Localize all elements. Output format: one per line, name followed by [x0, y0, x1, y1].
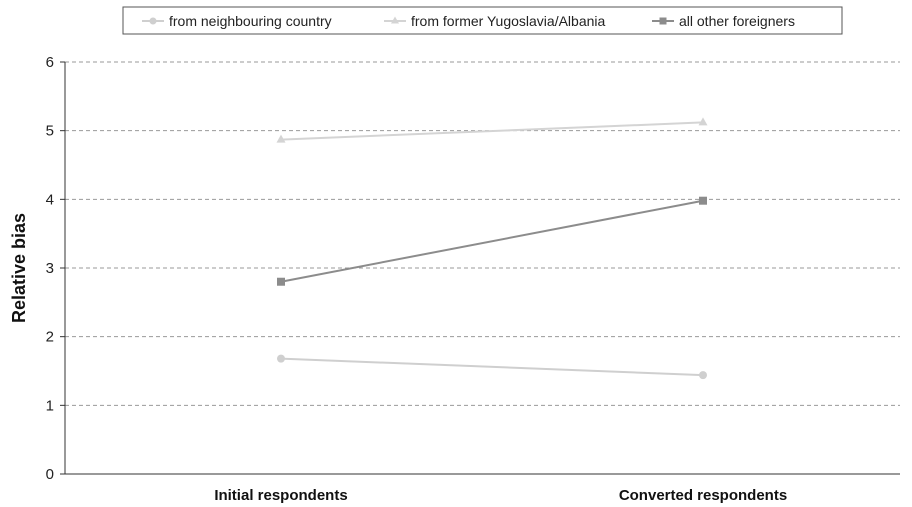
- y-tick-labels: 0 1 2 3 4 5 6: [46, 54, 65, 483]
- y-tick-label: 1: [46, 397, 54, 414]
- series: [277, 196, 707, 286]
- y-tick-label: 4: [46, 191, 54, 208]
- data-point: [276, 134, 286, 143]
- legend-label: all other foreigners: [679, 13, 795, 29]
- legend-label: from neighbouring country: [169, 13, 332, 29]
- y-tick-label: 5: [46, 123, 54, 140]
- data-point: [277, 277, 285, 286]
- x-tick-label: Converted respondents: [619, 487, 787, 504]
- series-line: [280, 121, 704, 141]
- data-point: [698, 117, 708, 126]
- series: [276, 117, 708, 143]
- x-tick-labels: Initial respondents Converted respondents: [214, 487, 787, 504]
- legend-label: from former Yugoslavia/Albania: [411, 13, 605, 29]
- legend-marker: [391, 16, 399, 24]
- y-tick-label: 3: [46, 260, 54, 277]
- legend-box: [122, 6, 843, 35]
- series: [277, 354, 707, 380]
- y-tick-label: 6: [46, 54, 54, 71]
- y-tick-label: 2: [46, 329, 54, 346]
- series-group: [276, 117, 708, 380]
- legend-marker: [149, 17, 157, 25]
- y-axis-label: Relative bias: [9, 213, 29, 323]
- data-point: [277, 354, 285, 363]
- series-line: [280, 357, 704, 377]
- y-tick-label: 0: [46, 466, 54, 483]
- data-point: [699, 371, 707, 380]
- series-line: [280, 199, 704, 283]
- data-point: [699, 196, 707, 205]
- legend-marker: [659, 17, 667, 25]
- gridlines: [65, 61, 900, 406]
- x-tick-label: Initial respondents: [214, 487, 347, 504]
- legend: from neighbouring country from former Yug…: [122, 6, 843, 35]
